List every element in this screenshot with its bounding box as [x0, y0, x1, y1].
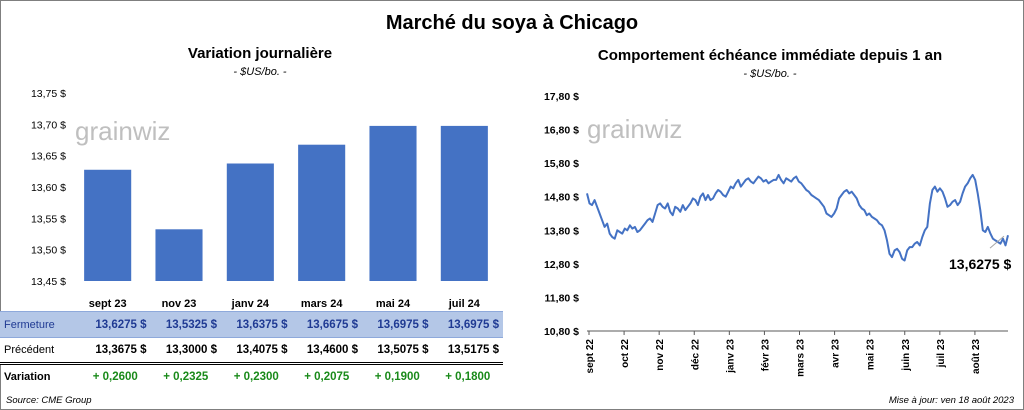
bar-sept-23 — [84, 169, 132, 281]
bar-y-tick-label: 13,55 $ — [31, 213, 66, 225]
table-cell: 13,6675 $ — [291, 311, 362, 338]
line-x-tick-label: juil 23 — [936, 339, 947, 369]
line-x-tick-label: nov 22 — [655, 339, 666, 371]
last-value-label: 13,6275 $ — [949, 256, 1011, 272]
right-panel-title: Comportement échéance immédiate depuis 1… — [597, 47, 943, 64]
row-label: Fermeture — [0, 311, 80, 338]
main-title: Marché du soya à Chicago — [385, 12, 639, 34]
left-panel-subtitle: - $US/bo. - — [233, 66, 287, 78]
line-y-tick-label: 12,80 $ — [544, 259, 579, 271]
bar-chart: grainwiz 13,45 $ 13,50 $ 13,55 $ 13,60 $ 13,… — [31, 88, 488, 310]
line-x-tick-label: juin 23 — [901, 339, 912, 372]
line-x-tick-label: sept 22 — [585, 339, 596, 374]
table-cell: 13,6375 $ — [221, 311, 292, 338]
bar-x-tick-label: sept 23 — [89, 298, 127, 310]
line-x-tick-label: avr 23 — [831, 339, 842, 368]
bar-mai-24 — [369, 125, 417, 282]
table-cell: + 0,2075 — [291, 362, 362, 390]
table-cell: 13,5075 $ — [362, 337, 433, 364]
line-y-tick-label: 14,80 $ — [544, 192, 579, 204]
last-value-leader — [989, 235, 1005, 249]
price-series-line — [586, 173, 1009, 262]
table-cell: + 0,1900 — [362, 362, 433, 390]
bar-y-tick-label: 13,70 $ — [31, 119, 66, 131]
bar-x-tick-label: nov 23 — [162, 298, 197, 310]
line-x-tick-label: févr 23 — [760, 339, 771, 372]
left-watermark: grainwiz — [75, 116, 170, 146]
table-cell: 13,3000 $ — [150, 337, 221, 364]
left-panel-title: Variation journalière — [187, 45, 333, 62]
row-label: Variation — [0, 362, 80, 390]
table-cell: + 0,1800 — [432, 362, 503, 390]
table-cell: 13,5325 $ — [150, 311, 221, 338]
table-row: Fermeture 13,6275 $13,5325 $13,6375 $13,6… — [0, 311, 503, 338]
table-cell: 13,6975 $ — [362, 311, 433, 338]
bar-y-tick-label: 13,65 $ — [31, 151, 66, 163]
update-note: Mise à jour: ven 18 août 2023 — [888, 395, 1014, 406]
table-cell: 13,3675 $ — [80, 337, 151, 364]
bar-juil-24 — [440, 125, 488, 282]
line-y-tick-label: 16,80 $ — [544, 125, 579, 137]
line-y-tick-label: 13,80 $ — [544, 225, 579, 237]
table-row: Variation + 0,2600 + 0,2325 + 0,2300 + 0,207… — [0, 362, 503, 390]
source-note: Source: CME Group — [6, 395, 92, 406]
bar-mars-24 — [298, 144, 346, 281]
table-cell: + 0,2600 — [80, 362, 151, 390]
table-cell: 13,6275 $ — [80, 311, 151, 338]
bar-nov-23 — [155, 229, 203, 281]
table-cell: 13,5175 $ — [432, 337, 503, 364]
line-x-tick-label: janv 23 — [725, 339, 736, 374]
bar-y-tick-label: 13,50 $ — [31, 245, 66, 257]
table-cell: 13,6975 $ — [432, 311, 503, 338]
table-cell: 13,4075 $ — [221, 337, 292, 364]
row-label: Précédent — [0, 337, 80, 364]
line-y-tick-label: 10,80 $ — [544, 326, 579, 338]
bar-y-tick-label: 13,45 $ — [31, 276, 66, 288]
line-y-tick-label: 17,80 $ — [544, 91, 579, 103]
table-row: Précédent 13,3675 $13,3000 $13,4075 $13,4… — [0, 337, 503, 364]
table-cell: + 0,2300 — [221, 362, 292, 390]
bar-y-tick-label: 13,75 $ — [31, 88, 66, 100]
bar-x-tick-label: juil 24 — [448, 298, 481, 310]
table-cell: 13,4600 $ — [291, 337, 362, 364]
bar-x-tick-label: janv 24 — [231, 298, 270, 310]
bar-x-tick-label: mars 24 — [301, 298, 343, 310]
line-x-tick-label: mars 23 — [796, 339, 807, 377]
summary-table: Fermeture 13,6275 $13,5325 $13,6375 $13,6… — [0, 311, 503, 390]
line-x-tick-label: août 23 — [971, 339, 982, 374]
line-x-tick-label: mai 23 — [866, 339, 877, 371]
right-panel-subtitle: - $US/bo. - — [743, 68, 797, 80]
line-chart: grainwiz 10,80 $ 11,80 $ 12,80 $ 13,80 $ 14,… — [544, 91, 1012, 377]
bar-x-tick-label: mai 24 — [376, 298, 411, 310]
line-x-tick-label: déc 22 — [690, 339, 701, 371]
bar-y-tick-label: 13,60 $ — [31, 182, 66, 194]
bar-janv-24 — [226, 163, 274, 281]
table-cell: + 0,2325 — [150, 362, 221, 390]
right-watermark: grainwiz — [587, 114, 682, 144]
line-y-tick-label: 11,80 $ — [545, 292, 580, 304]
line-x-tick-label: oct 22 — [620, 339, 631, 368]
line-y-tick-label: 15,80 $ — [544, 158, 579, 170]
